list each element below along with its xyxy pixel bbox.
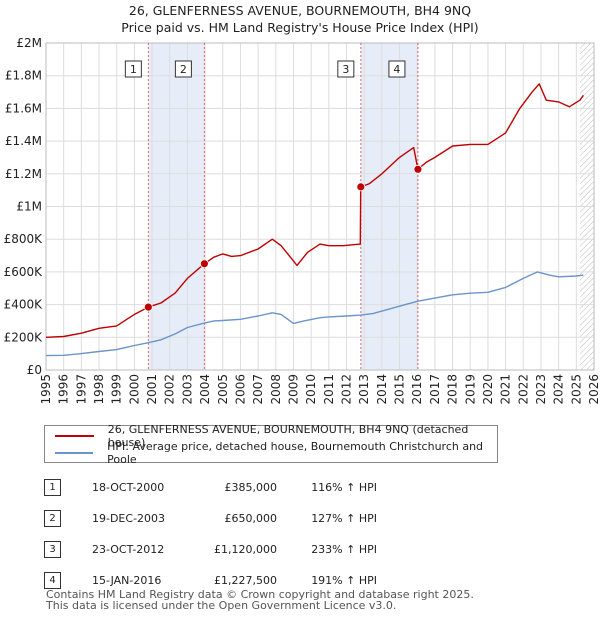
sale-price: £1,120,000: [214, 543, 277, 556]
sales-table: 1 18-OCT-2000 £385,000 116% ↑ HPI 2 19-D…: [44, 472, 377, 596]
y-tick-label: £0: [27, 363, 42, 377]
legend-item-hpi: HPI: Average price, detached house, Bour…: [55, 440, 497, 466]
sale-point-2: [199, 259, 209, 269]
x-tick-label: 2007: [251, 374, 265, 405]
sale-point-4: [413, 164, 423, 174]
x-tick-label: 2004: [198, 374, 212, 405]
sale-hpi: 127% ↑ HPI: [311, 512, 377, 525]
x-tick-label: 2020: [481, 374, 495, 405]
footer-line-1: Contains HM Land Registry data © Crown c…: [46, 588, 474, 601]
y-tick-label: £1.8M: [5, 69, 42, 83]
x-tick-label: 2001: [145, 374, 159, 405]
hpi-line: [45, 271, 584, 357]
table-row: 3 23-OCT-2012 £1,120,000 233% ↑ HPI: [44, 534, 377, 565]
legend-label-property: 26, GLENFERNESS AVENUE, BOURNEMOUTH, BH4…: [107, 423, 469, 449]
sale-number: 1: [44, 479, 61, 496]
x-tick-label: 2022: [516, 374, 530, 405]
sale-marker-label-4: 4: [393, 63, 400, 76]
y-tick-label: £800K: [4, 232, 44, 246]
sale-number: 2: [44, 510, 61, 527]
sale-number: 3: [44, 541, 61, 558]
table-row: 2 19-DEC-2003 £650,000 127% ↑ HPI: [44, 503, 377, 534]
x-tick-label: 2002: [163, 374, 177, 405]
y-tick-label: £200K: [4, 330, 44, 344]
x-tick-label: 2024: [552, 374, 566, 405]
plot-frame: [45, 42, 595, 371]
x-tick-label: 2019: [463, 374, 477, 405]
x-tick-label: 2025: [569, 374, 583, 405]
x-tick-label: 1998: [92, 374, 106, 405]
x-tick-label: 2023: [534, 374, 548, 405]
sale-date: 18-OCT-2000: [92, 481, 165, 494]
sale-marker-label-1: 1: [130, 63, 137, 76]
property-price-line: [45, 83, 584, 338]
x-tick-label: 2018: [446, 374, 460, 405]
sale-price: £1,227,500: [214, 574, 277, 587]
x-tick-label: 2026: [587, 374, 600, 405]
x-tick-label: 2012: [340, 374, 354, 405]
x-tick-label: 2000: [127, 374, 141, 405]
sale-number: 4: [44, 572, 61, 589]
legend-label-hpi: HPI: Average price, detached house, Bour…: [107, 440, 484, 466]
footer-notice: Contains HM Land Registry data © Crown c…: [46, 589, 474, 611]
x-tick-label: 1995: [39, 374, 53, 405]
sale-point-3: [356, 182, 366, 192]
x-tick-label: 2014: [375, 374, 389, 405]
x-tick-label: 2003: [180, 374, 194, 405]
x-tick-label: 2008: [269, 374, 283, 405]
sale-marker-box-4: [388, 60, 406, 78]
price-chart: £0 £200K £400K £600K £800K £1M £1.2M £1.4M £1.6M…: [4, 36, 600, 405]
y-tick-label: £1.6M: [5, 101, 42, 115]
x-tick-label: 2011: [322, 374, 336, 405]
x-tick-label: 2015: [393, 374, 407, 405]
y-tick-label: £1.4M: [5, 134, 42, 148]
sale-marker-label-2: 2: [180, 63, 187, 76]
legend-swatch-property: [55, 435, 94, 437]
sale-date: 23-OCT-2012: [92, 543, 165, 556]
chart-title: 26, GLENFERNESS AVENUE, BOURNEMOUTH, BH4…: [128, 3, 472, 18]
legend-item-property: 26, GLENFERNESS AVENUE, BOURNEMOUTH, BH4…: [55, 423, 497, 449]
x-tick-label: 2013: [357, 374, 371, 405]
sale-marker-box-3: [337, 60, 355, 78]
x-tick-label: 2006: [233, 374, 247, 405]
y-tick-label: £1M: [16, 200, 42, 214]
y-tick-label: £2M: [16, 36, 42, 50]
table-row: 1 18-OCT-2000 £385,000 116% ↑ HPI: [44, 472, 377, 503]
sale-price: £385,000: [224, 481, 278, 494]
x-tick-label: 2005: [216, 374, 230, 405]
y-tick-label: £600K: [4, 265, 44, 279]
sale-date: 15-JAN-2016: [92, 574, 162, 587]
y-tick-label: £1.2M: [5, 167, 42, 181]
sale-hpi: 191% ↑ HPI: [311, 574, 377, 587]
sale-price: £650,000: [224, 512, 278, 525]
sale-marker-box-2: [174, 60, 192, 78]
x-tick-label: 1999: [110, 374, 124, 405]
x-tick-label: 2009: [286, 374, 300, 405]
sale-point-1: [143, 302, 153, 312]
sale-marker-label-3: 3: [342, 63, 349, 76]
chart-legend: 26, GLENFERNESS AVENUE, BOURNEMOUTH, BH4…: [44, 423, 498, 466]
sale-hpi: 116% ↑ HPI: [311, 481, 377, 494]
sale-hpi: 233% ↑ HPI: [311, 543, 377, 556]
footer-line-2: This data is licensed under the Open Gov…: [46, 599, 397, 612]
x-tick-label: 1997: [74, 374, 88, 405]
x-tick-label: 2016: [410, 374, 424, 405]
x-tick-label: 2017: [428, 374, 442, 405]
chart-subtitle: Price paid vs. HM Land Registry's House …: [121, 20, 479, 35]
legend-swatch-hpi: [55, 452, 94, 454]
x-tick-label: 2021: [499, 374, 513, 405]
x-tick-label: 1996: [57, 374, 71, 405]
sale-date: 19-DEC-2003: [92, 512, 166, 525]
sale-marker-box-1: [124, 60, 142, 78]
x-tick-label: 2010: [304, 374, 318, 405]
y-tick-label: £400K: [4, 298, 44, 312]
table-row: 4 15-JAN-2016 £1,227,500 191% ↑ HPI: [44, 565, 377, 596]
